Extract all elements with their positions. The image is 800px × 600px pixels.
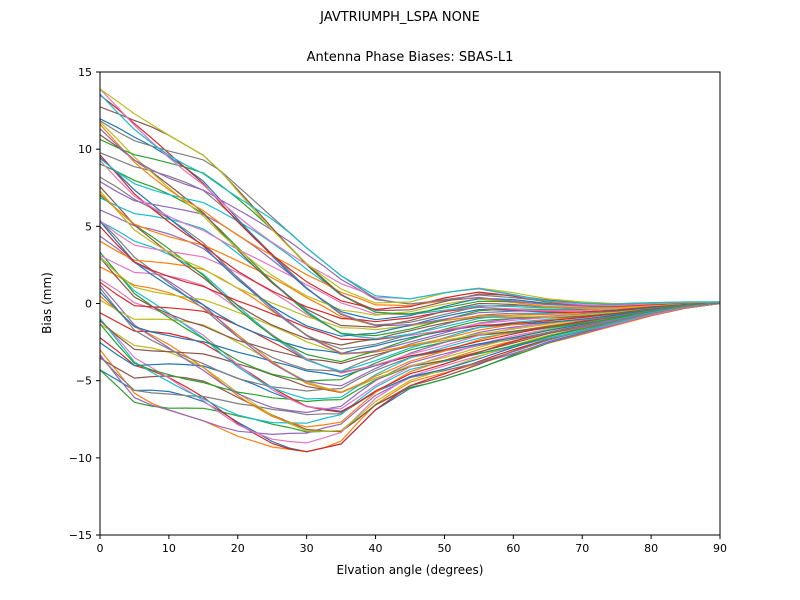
y-tick-label: 10 — [78, 143, 92, 156]
bias-line — [100, 88, 720, 307]
axes-box — [99, 71, 721, 536]
x-tick-label: 20 — [231, 542, 245, 555]
y-axis-label: Bias (mm) — [40, 272, 54, 334]
y-tick-label: 5 — [85, 220, 92, 233]
bias-line — [100, 302, 720, 424]
x-tick-label: 90 — [713, 542, 727, 555]
x-tick-label: 30 — [300, 542, 314, 555]
bias-line — [100, 94, 720, 311]
bias-line — [100, 123, 720, 309]
bias-line — [100, 121, 720, 316]
bias-line — [100, 128, 720, 307]
bias-line — [100, 220, 720, 355]
bias-line — [100, 93, 720, 305]
bias-line — [100, 194, 720, 363]
x-tick-label: 70 — [575, 542, 589, 555]
bias-line — [100, 154, 720, 323]
bias-line — [100, 186, 720, 346]
y-tick-label: 15 — [78, 66, 92, 79]
bias-line — [100, 251, 720, 382]
bias-line — [100, 88, 720, 305]
x-axis-label: Elvation angle (degrees) — [336, 563, 484, 577]
y-tick-label: −15 — [69, 529, 92, 542]
axis-ticks-group: 0 10 20 30 40 50 60 70 80 90 −15 −10 −5 0 5 10 15 — [69, 66, 727, 555]
x-tick-label: 40 — [369, 542, 383, 555]
y-tick-label: −5 — [76, 375, 92, 388]
bias-line — [100, 284, 720, 414]
x-tick-label: 50 — [437, 542, 451, 555]
y-tick-label: −10 — [69, 452, 92, 465]
bias-line — [100, 220, 720, 372]
bias-lines-group — [100, 88, 720, 453]
x-tick-label: 80 — [644, 542, 658, 555]
y-tick-label: 0 — [85, 298, 92, 311]
bias-line — [100, 158, 720, 316]
bias-line — [100, 281, 720, 374]
bias-line — [100, 302, 720, 436]
figure-suptitle: JAVTRIUMPH_LSPA NONE — [320, 10, 480, 25]
x-tick-label: 60 — [506, 542, 520, 555]
axes-title: Antenna Phase Biases: SBAS-L1 — [306, 50, 514, 65]
x-tick-label: 10 — [162, 542, 176, 555]
x-tick-label: 0 — [97, 542, 104, 555]
